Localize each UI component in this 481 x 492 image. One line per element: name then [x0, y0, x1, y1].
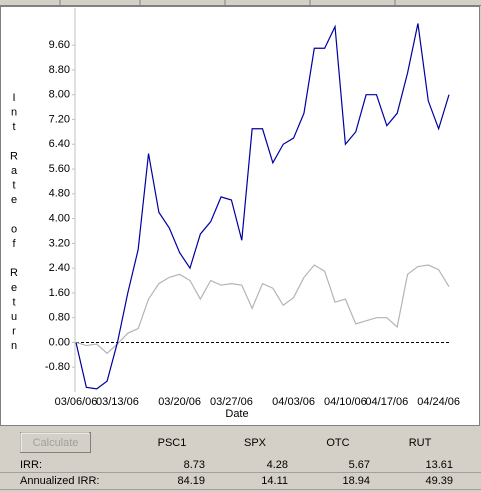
x-tick-label: 03/27/06: [210, 396, 253, 408]
header-strip: [0, 0, 481, 6]
y-tick-label: 0.00: [49, 336, 70, 348]
column-header: SPX: [244, 437, 267, 449]
series-line: [75, 23, 450, 390]
y-tick-label: 0.80: [49, 312, 70, 324]
y-tick-label: 5.60: [49, 163, 70, 175]
series-line: [75, 264, 450, 355]
cell-value: 14.11: [261, 475, 288, 487]
button-label: Calculate: [33, 437, 79, 449]
y-tick-label: 3.20: [49, 237, 70, 249]
cell-value: 4.28: [267, 459, 288, 471]
x-tick-label: 04/03/06: [272, 396, 315, 408]
cell-value: 13.61: [425, 459, 453, 471]
y-tick-label: 4.00: [49, 212, 70, 224]
y-tick-label: 9.60: [49, 39, 70, 51]
chart-area: [0, 6, 480, 426]
cell-value: 5.67: [349, 459, 370, 471]
y-tick-label: -0.80: [45, 361, 70, 373]
column-header: OTC: [326, 437, 349, 449]
x-tick-label: 04/24/06: [417, 396, 460, 408]
row-label: IRR:: [20, 459, 42, 471]
column-header: RUT: [409, 437, 432, 449]
x-tick-label: 04/10/06: [324, 396, 367, 408]
y-axis-label: Int Rate of Return: [8, 92, 20, 355]
cell-value: 8.73: [184, 459, 205, 471]
y-tick-label: 4.80: [49, 188, 70, 200]
x-axis-label: Date: [225, 408, 248, 420]
y-tick-label: 8.80: [49, 64, 70, 76]
y-tick-label: 6.40: [49, 138, 70, 150]
x-tick-label: 03/06/06: [55, 396, 98, 408]
cell-value: 18.94: [342, 475, 370, 487]
y-tick-label: 1.60: [49, 287, 70, 299]
y-tick-label: 7.20: [49, 113, 70, 125]
row-label: Annualized IRR:: [20, 475, 100, 487]
x-tick-label: 03/13/06: [96, 396, 139, 408]
x-tick-label: 04/17/06: [365, 396, 408, 408]
column-header: PSC1: [158, 437, 187, 449]
y-tick-label: 2.40: [49, 262, 70, 274]
cell-value: 84.19: [177, 475, 205, 487]
x-tick-label: 03/20/06: [158, 396, 201, 408]
cell-value: 49.39: [425, 475, 453, 487]
y-tick-label: 8.00: [49, 89, 70, 101]
